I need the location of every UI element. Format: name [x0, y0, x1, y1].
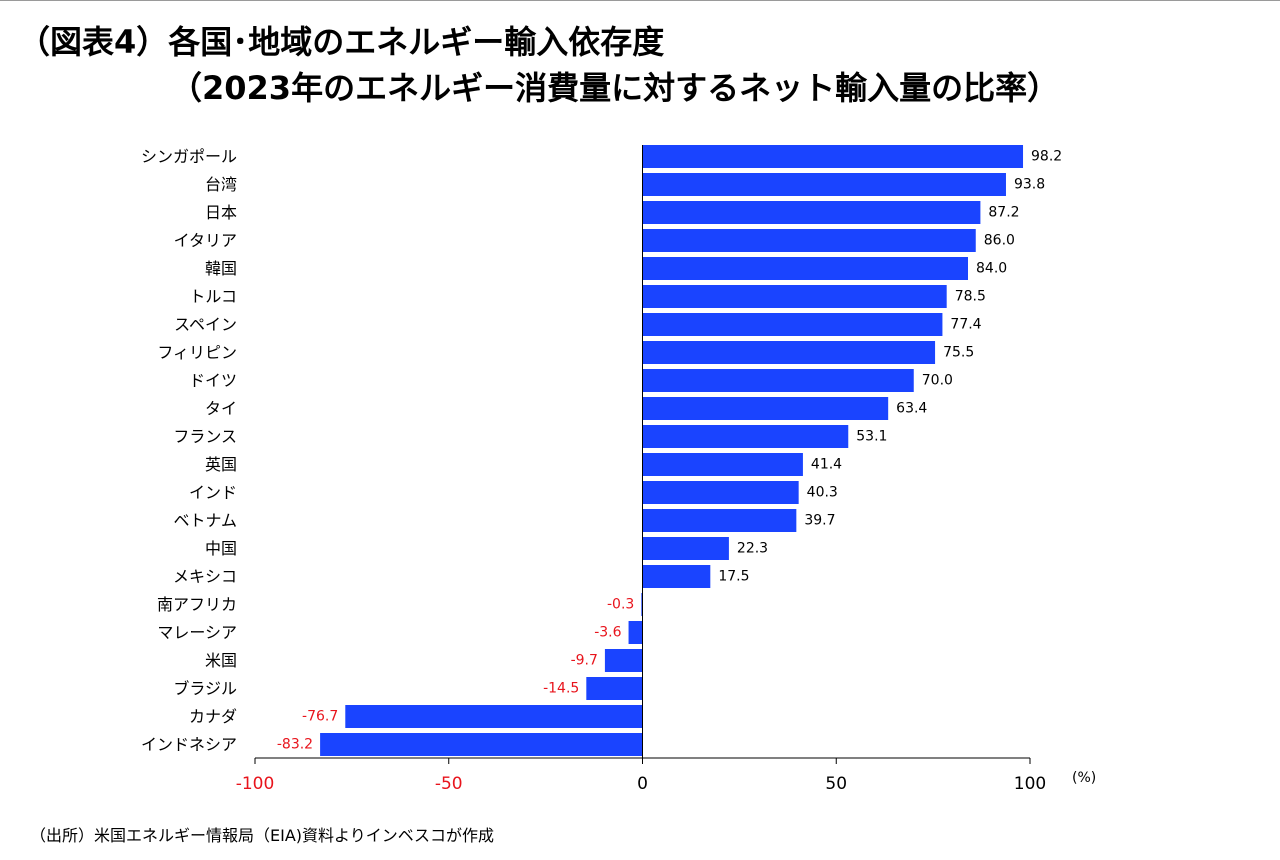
x-tick-label: 100: [1014, 774, 1046, 794]
category-label: イタリア: [174, 231, 237, 250]
value-label: 17.5: [718, 569, 749, 585]
bar-5: [642, 257, 968, 280]
category-label: 中国: [205, 539, 237, 558]
value-label: 41.4: [811, 457, 842, 473]
top-rule: [0, 0, 1280, 1]
category-label: カナダ: [189, 707, 237, 726]
category-label: インドネシア: [141, 735, 237, 754]
bar-22: [320, 733, 643, 756]
category-label: シンガポール: [141, 147, 237, 166]
value-label: -0.3: [607, 597, 634, 613]
category-label: フランス: [173, 427, 237, 446]
category-label: 英国: [205, 455, 237, 474]
value-label: 98.2: [1031, 149, 1062, 165]
bar-10: [642, 397, 889, 420]
category-label: メキシコ: [173, 567, 237, 586]
bar-15: [642, 537, 729, 560]
bar-1: [642, 145, 1024, 168]
value-label: 77.4: [950, 317, 981, 333]
bar-3: [642, 201, 981, 224]
category-label: ドイツ: [189, 371, 237, 390]
category-label: ベトナム: [173, 511, 237, 530]
category-label: ブラジル: [173, 679, 237, 698]
value-label: -9.7: [571, 653, 598, 669]
bar-9: [642, 369, 914, 392]
value-label: 75.5: [943, 345, 974, 361]
value-label: 70.0: [922, 373, 953, 389]
bar-18: [628, 621, 643, 644]
bar-2: [642, 173, 1006, 196]
unit-label: (%): [1072, 770, 1096, 786]
bar-21: [345, 705, 643, 728]
chart-title-line2: （2023年のエネルギー消費量に対するネット輸入量の比率）: [170, 69, 1060, 107]
value-label: -3.6: [594, 625, 621, 641]
value-label: -14.5: [543, 681, 579, 697]
category-label: タイ: [205, 399, 237, 418]
value-label: 40.3: [807, 485, 838, 501]
bar-16: [642, 565, 711, 588]
bar-7: [642, 313, 943, 336]
category-label: スペイン: [174, 315, 237, 334]
value-label: 53.1: [856, 429, 887, 445]
bar-17: [641, 593, 643, 616]
bar-4: [642, 229, 976, 252]
source-note: （出所）米国エネルギー情報局（EIA)資料よりインベスコが作成: [30, 826, 495, 845]
x-tick-label: -50: [435, 774, 463, 794]
x-tick-label: -100: [236, 774, 275, 794]
x-tick-label: 0: [637, 774, 648, 794]
category-label: マレーシア: [157, 623, 237, 642]
value-label: 39.7: [804, 513, 835, 529]
bar-19: [604, 649, 643, 672]
value-label: 63.4: [896, 401, 927, 417]
category-label: 米国: [205, 651, 237, 670]
category-label: 韓国: [205, 259, 237, 278]
value-label: 84.0: [976, 261, 1007, 277]
category-label: 台湾: [205, 175, 237, 194]
value-label: 93.8: [1014, 177, 1045, 193]
bar-11: [642, 425, 849, 448]
category-label: 日本: [205, 203, 237, 222]
category-label: 南アフリカ: [157, 595, 237, 614]
bar-8: [642, 341, 936, 364]
bar-14: [642, 509, 797, 532]
x-tick-label: 50: [825, 774, 847, 794]
value-label: 78.5: [955, 289, 986, 305]
bar-20: [586, 677, 643, 700]
value-label: -76.7: [302, 709, 338, 725]
value-label: 22.3: [737, 541, 768, 557]
bar-13: [642, 481, 799, 504]
value-label: -83.2: [277, 737, 313, 753]
bar-12: [642, 453, 803, 476]
bar-6: [642, 285, 947, 308]
category-label: フィリピン: [157, 343, 237, 362]
category-label: インド: [189, 483, 237, 502]
value-label: 86.0: [984, 233, 1015, 249]
category-label: トルコ: [189, 287, 237, 306]
chart-title-line1: （図表4）各国･地域のエネルギー輸入依存度: [18, 23, 665, 61]
value-label: 87.2: [988, 205, 1019, 221]
